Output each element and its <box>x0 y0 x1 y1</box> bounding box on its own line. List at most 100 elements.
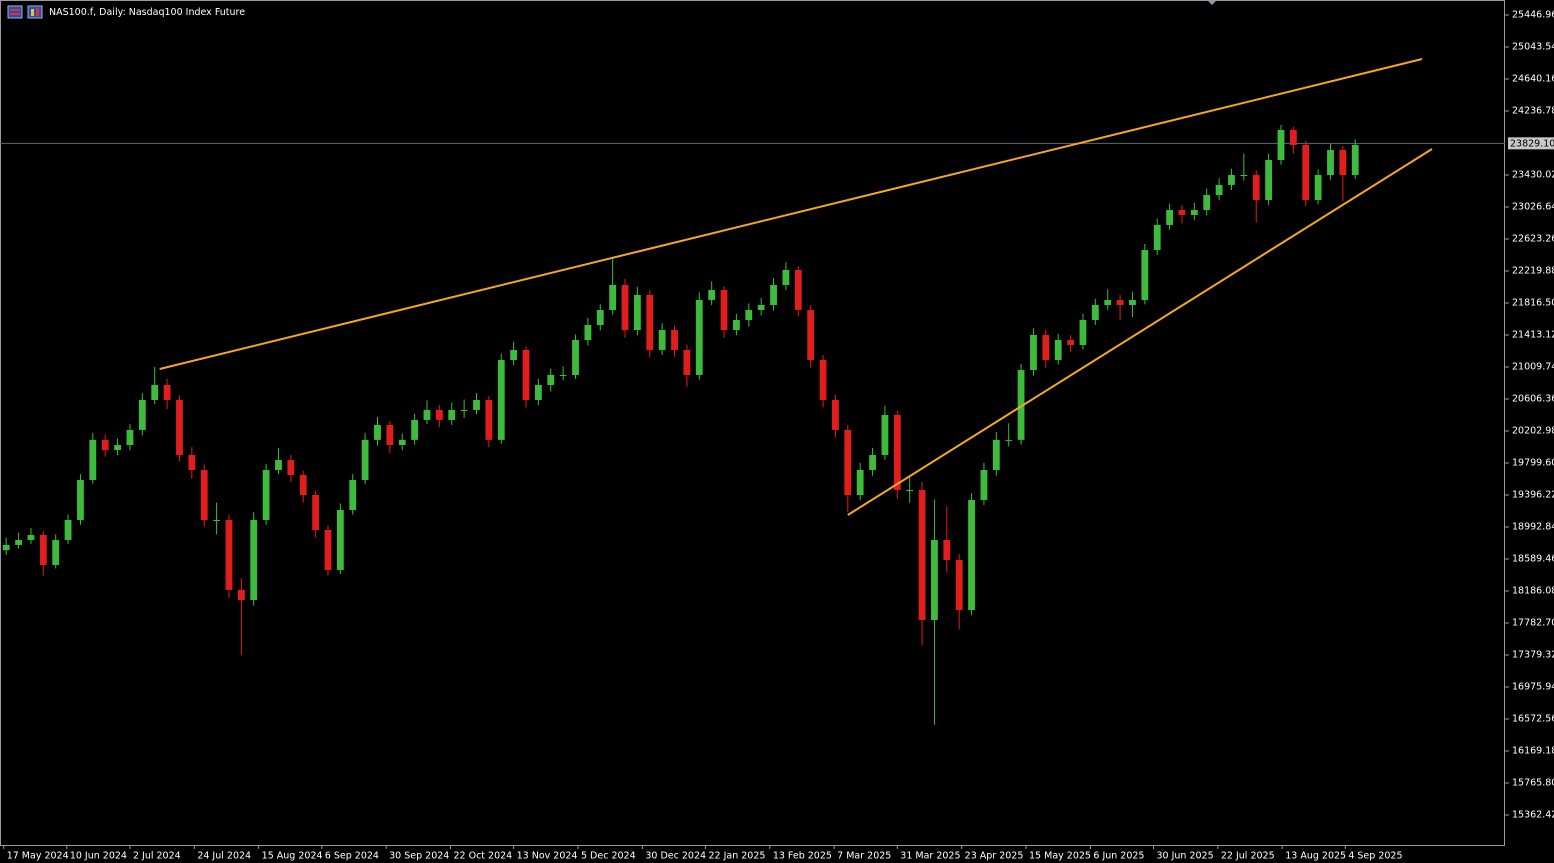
candle-body <box>955 559 963 611</box>
candle-body <box>225 519 233 590</box>
icon <box>27 5 43 19</box>
candle-body <box>906 490 914 492</box>
y-tick-label: 16572.56 <box>1512 713 1554 724</box>
y-tick-label: 16975.94 <box>1512 681 1554 692</box>
candle-body <box>1190 209 1198 215</box>
x-tick-label: 13 Nov 2024 <box>517 851 578 862</box>
candle-body <box>485 399 493 440</box>
candle-body <box>1289 129 1297 146</box>
y-tick-label: 19799.60 <box>1512 457 1554 468</box>
trendline <box>847 148 1433 516</box>
shift-marker <box>1207 0 1217 5</box>
candle-body <box>448 409 456 420</box>
candle-body <box>1079 320 1087 345</box>
candle-body <box>1228 174 1235 185</box>
icon <box>10 13 20 15</box>
candle-body <box>101 439 109 451</box>
x-tick-label: 4 Sep 2025 <box>1348 851 1402 862</box>
candle-body <box>745 310 753 321</box>
candle-body <box>237 589 245 601</box>
x-tick-label: 13 Feb 2025 <box>773 851 832 862</box>
candle-body <box>943 539 951 560</box>
x-tick-label: 15 May 2025 <box>1029 851 1091 862</box>
candle-body <box>819 359 827 400</box>
candle-body <box>188 455 196 471</box>
candle-body <box>1277 129 1285 161</box>
plot-frame <box>0 0 1505 846</box>
candle-body <box>1141 250 1149 301</box>
candle-body <box>1042 335 1050 360</box>
price-label-box <box>1508 137 1554 150</box>
candle-body <box>609 285 617 311</box>
candle-body <box>200 470 208 520</box>
chart-title: NAS100.f, Daily: Nasdaq100 Index Future <box>49 7 245 18</box>
icon <box>7 5 23 19</box>
candle-body <box>473 399 480 410</box>
candle-body <box>312 495 320 530</box>
candle-body <box>250 519 258 601</box>
y-tick-label: 22219.88 <box>1512 265 1554 276</box>
candle-body <box>361 439 369 481</box>
y-tick-label: 20606.36 <box>1512 393 1554 404</box>
y-tick-label: 17379.32 <box>1512 649 1554 660</box>
y-tick-label: 21009.74 <box>1512 361 1554 372</box>
candle-body <box>534 384 542 400</box>
candle-body <box>633 295 641 331</box>
candle-body <box>931 539 938 621</box>
candle-body <box>275 460 282 471</box>
y-tick-label: 25446.96 <box>1512 9 1554 20</box>
y-tick-label: 18589.46 <box>1512 553 1554 564</box>
candle-body <box>1166 209 1173 225</box>
candle-body <box>1054 339 1062 360</box>
y-tick-label: 23430.02 <box>1512 169 1554 180</box>
candle-body <box>386 424 394 446</box>
candle-body <box>27 534 35 540</box>
y-tick-label: 16169.18 <box>1512 745 1554 756</box>
x-tick-label: 22 Jul 2025 <box>1221 851 1275 862</box>
x-tick-label: 22 Jan 2025 <box>708 851 765 862</box>
candle-body <box>1030 335 1037 370</box>
candle-body <box>856 470 864 496</box>
x-tick-label: 30 Sep 2024 <box>389 851 449 862</box>
candle-body <box>262 470 270 520</box>
candle-body <box>695 300 703 375</box>
y-tick-label: 19396.22 <box>1512 489 1554 500</box>
candle-body <box>708 290 716 301</box>
x-tick-label: 7 Mar 2025 <box>837 851 891 862</box>
y-tick-label: 21816.50 <box>1512 297 1554 308</box>
candle-body <box>398 439 406 446</box>
candle-body <box>89 439 97 481</box>
candle-body <box>1327 150 1334 175</box>
candle-body <box>349 480 357 510</box>
x-tick-label: 22 Oct 2024 <box>454 851 513 862</box>
candle-body <box>1314 174 1322 200</box>
candle-body <box>15 539 22 545</box>
icon <box>36 8 39 16</box>
x-tick-label: 13 Aug 2025 <box>1285 851 1346 862</box>
x-tick-label: 6 Jun 2025 <box>1093 851 1144 862</box>
candle-body <box>324 529 332 570</box>
candle-body <box>1129 300 1136 306</box>
y-tick-label: 15362.42 <box>1512 809 1554 820</box>
candle-body <box>213 519 220 521</box>
candle-body <box>844 429 852 496</box>
chart-icons <box>7 5 43 19</box>
y-tick-label: 17782.70 <box>1512 617 1554 628</box>
candle-body <box>1178 209 1186 215</box>
candle-body <box>151 384 159 400</box>
candle-body <box>39 534 47 565</box>
candle-body <box>992 439 1000 471</box>
candle-body <box>720 290 728 331</box>
candle-body <box>1240 174 1248 176</box>
candle-body <box>138 399 146 430</box>
candle-body <box>411 419 419 440</box>
x-tick-label: 10 Jun 2024 <box>70 851 127 862</box>
candle-body <box>522 349 530 400</box>
x-tick-label: 24 Jul 2024 <box>197 851 251 862</box>
x-tick-label: 23 Apr 2025 <box>965 851 1024 862</box>
candle-body <box>869 455 876 471</box>
candle-body <box>64 519 72 540</box>
